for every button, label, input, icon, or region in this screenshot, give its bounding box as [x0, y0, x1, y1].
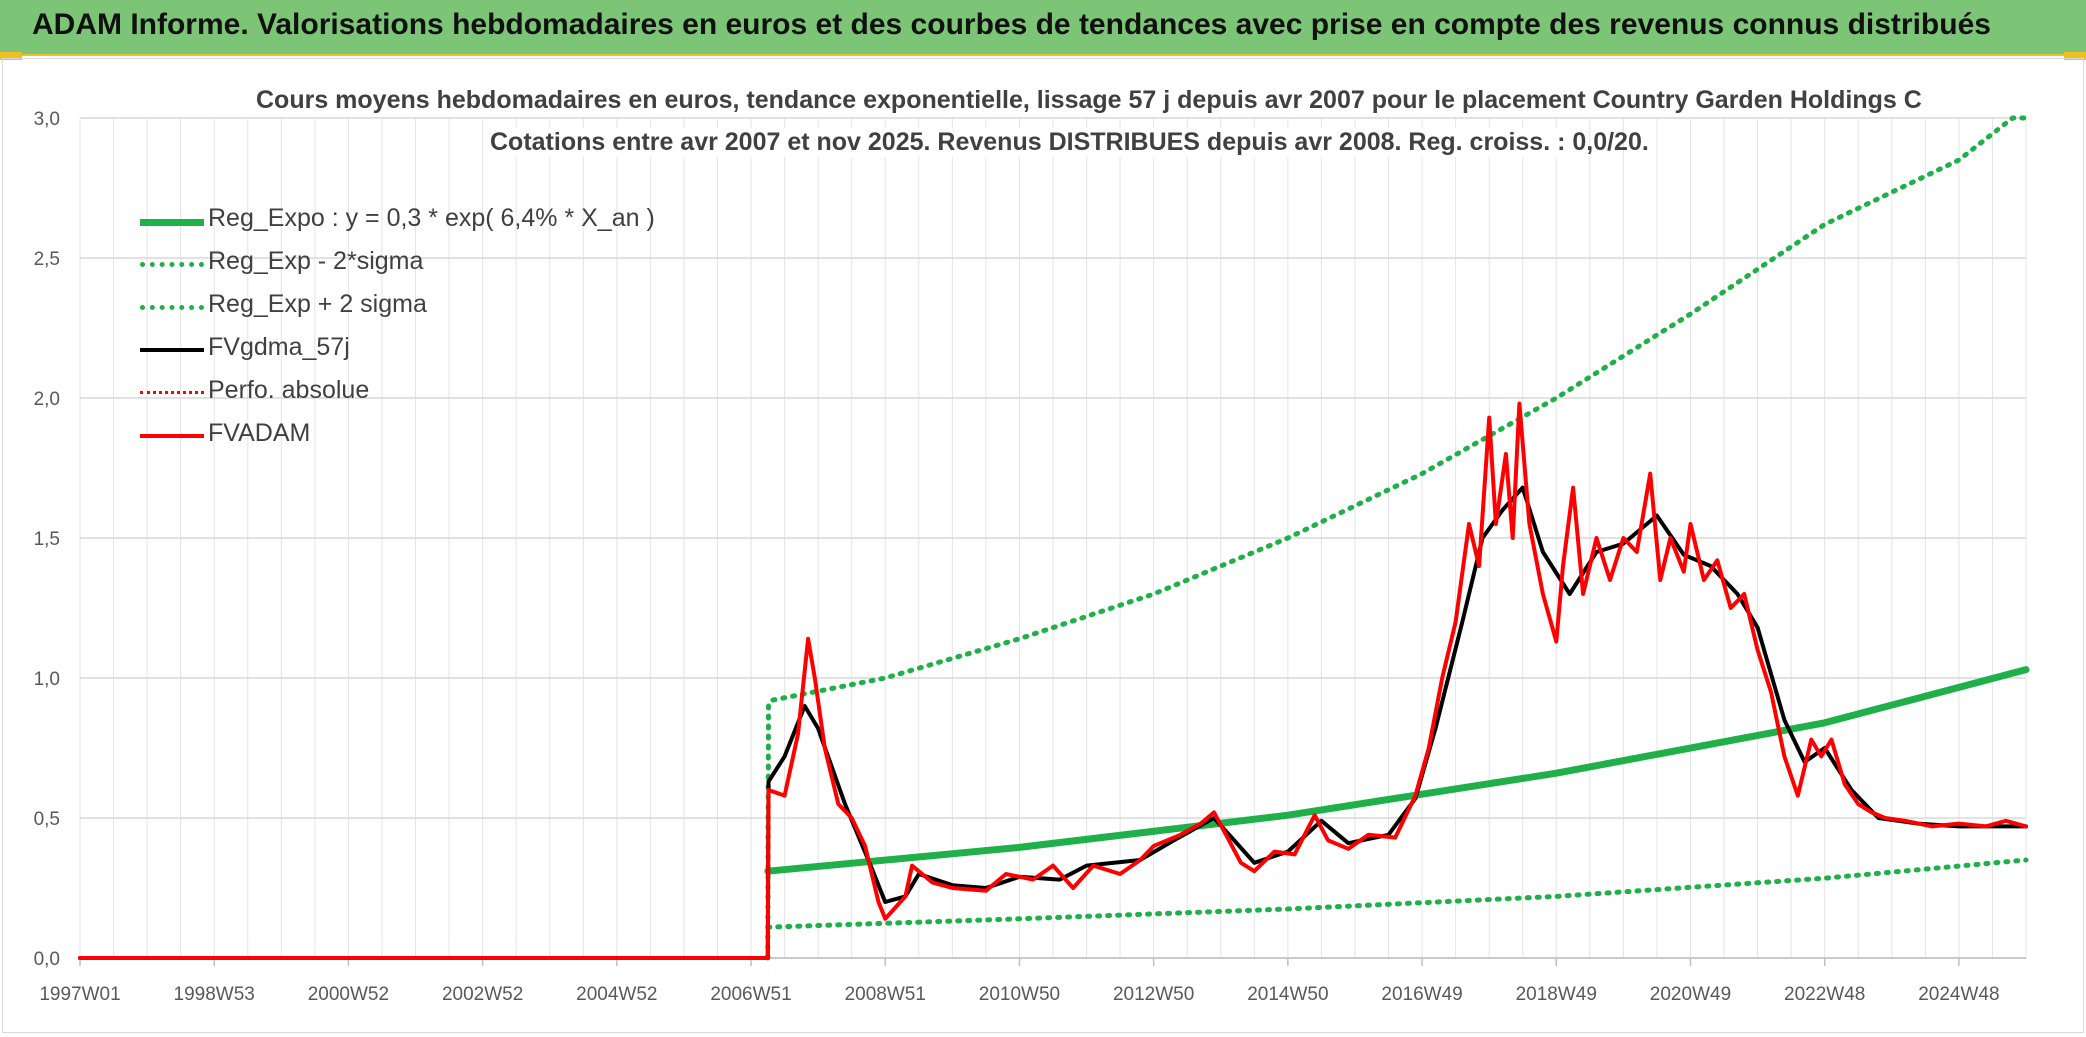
series-line-reg-exp-2-sigma	[765, 857, 2029, 930]
series-line-fvgdma-57j	[78, 485, 2028, 960]
x-tick-label: 2024W48	[1918, 984, 1999, 1005]
x-tick-label: 2010W50	[979, 984, 1060, 1005]
x-tick-label: 1997W01	[39, 984, 120, 1005]
corner-accent-left	[0, 52, 22, 60]
legend-label: Perfo. absolue	[208, 376, 370, 404]
legend-swatch	[140, 305, 204, 310]
legend-label: Reg_Exp + 2 sigma	[208, 290, 427, 318]
y-tick-label: 1,0	[34, 669, 60, 690]
chart-frame	[2, 58, 2084, 1033]
chart-title: Cours moyens hebdomadaires en euros, ten…	[256, 86, 1922, 115]
x-tick-label: 2014W50	[1247, 984, 1328, 1005]
legend-swatch	[140, 219, 204, 226]
legend-swatch	[140, 434, 204, 438]
legend-swatch	[140, 391, 204, 394]
x-tick-label: 2006W51	[710, 984, 791, 1005]
y-tick-label: 2,5	[34, 249, 60, 270]
x-tick-label: 2020W49	[1650, 984, 1731, 1005]
series-line-fvadam	[78, 401, 2028, 960]
x-tick-label: 1998W53	[174, 984, 255, 1005]
legend-label: FVADAM	[208, 419, 311, 447]
series-line-reg-exp-2-sigma	[765, 115, 2029, 961]
y-tick-label: 0,0	[34, 949, 60, 970]
legend-swatch	[140, 348, 204, 352]
legend-label: FVgdma_57j	[208, 333, 350, 361]
y-tick-label: 3,0	[34, 109, 60, 130]
x-tick-label: 2016W49	[1381, 984, 1462, 1005]
legend-label: Reg_Expo : y = 0,3 * exp( 6,4% * X_an )	[208, 204, 655, 232]
y-tick-label: 1,5	[34, 529, 60, 550]
legend-swatch	[140, 262, 204, 267]
x-tick-label: 2012W50	[1113, 984, 1194, 1005]
chart-subtitle: Cotations entre avr 2007 et nov 2025. Re…	[490, 128, 1649, 157]
header-bar: ADAM Informe. Valorisations hebdomadaire…	[0, 0, 2086, 56]
y-tick-label: 2,0	[34, 389, 60, 410]
x-tick-label: 2004W52	[576, 984, 657, 1005]
corner-accent-right	[2064, 52, 2086, 60]
x-tick-label: 2018W49	[1516, 984, 1597, 1005]
x-tick-label: 2002W52	[442, 984, 523, 1005]
y-tick-label: 0,5	[34, 809, 60, 830]
series-line-reg-expo-y-0-3-exp-6-4-x-an	[764, 666, 2030, 875]
x-tick-label: 2022W48	[1784, 984, 1865, 1005]
page-title: ADAM Informe. Valorisations hebdomadaire…	[32, 8, 1991, 41]
x-tick-label: 2000W52	[308, 984, 389, 1005]
x-tick-label: 2008W51	[845, 984, 926, 1005]
legend-label: Reg_Exp - 2*sigma	[208, 247, 424, 275]
